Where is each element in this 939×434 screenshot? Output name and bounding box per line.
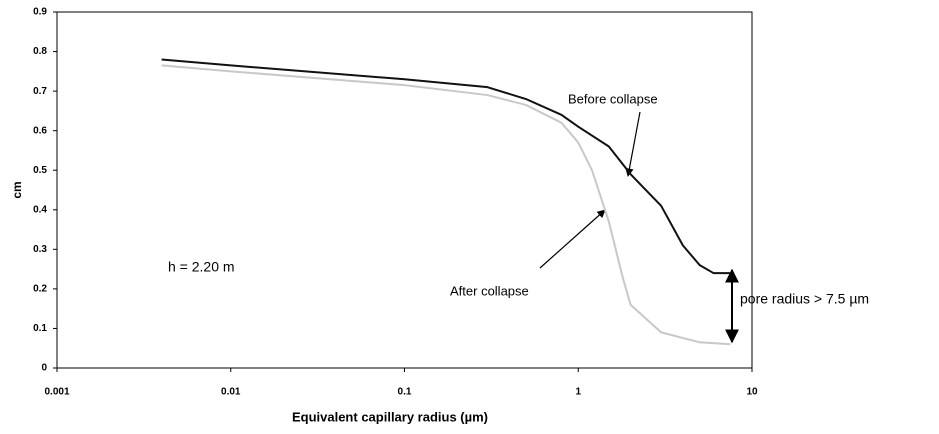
annotation: pore radius > 7.5 µm — [740, 291, 869, 307]
annotation: h = 2.20 m — [168, 259, 235, 275]
x-tick-label: 0.001 — [44, 387, 69, 398]
y-axis-title: cm — [10, 181, 24, 198]
series-line — [161, 58, 731, 275]
x-tick-label: 0.1 — [398, 387, 412, 398]
y-tick-label: 0 — [41, 363, 47, 374]
y-tick-label: 0.9 — [33, 7, 47, 18]
series-line — [161, 64, 731, 346]
plot-frame — [56, 11, 753, 369]
y-tick-label: 0.2 — [33, 284, 47, 295]
y-tick-label: 0.6 — [33, 125, 47, 136]
series-label: After collapse — [450, 283, 529, 298]
x-tick-label: 1 — [575, 387, 581, 398]
x-tick-label: 10 — [746, 387, 758, 398]
x-axis-title: Equivalent capillary radius (µm) — [292, 409, 488, 424]
y-tick-label: 0.7 — [33, 86, 47, 97]
y-tick-label: 0.4 — [33, 204, 47, 215]
arrow — [625, 111, 641, 177]
x-tick-label: 0.01 — [221, 387, 241, 398]
series-label: Before collapse — [568, 91, 658, 106]
y-tick-label: 0.1 — [33, 323, 47, 334]
y-tick-label: 0.3 — [33, 244, 47, 255]
arrow — [539, 209, 606, 269]
y-tick-label: 0.5 — [33, 165, 47, 176]
y-tick-label: 0.8 — [33, 46, 47, 57]
